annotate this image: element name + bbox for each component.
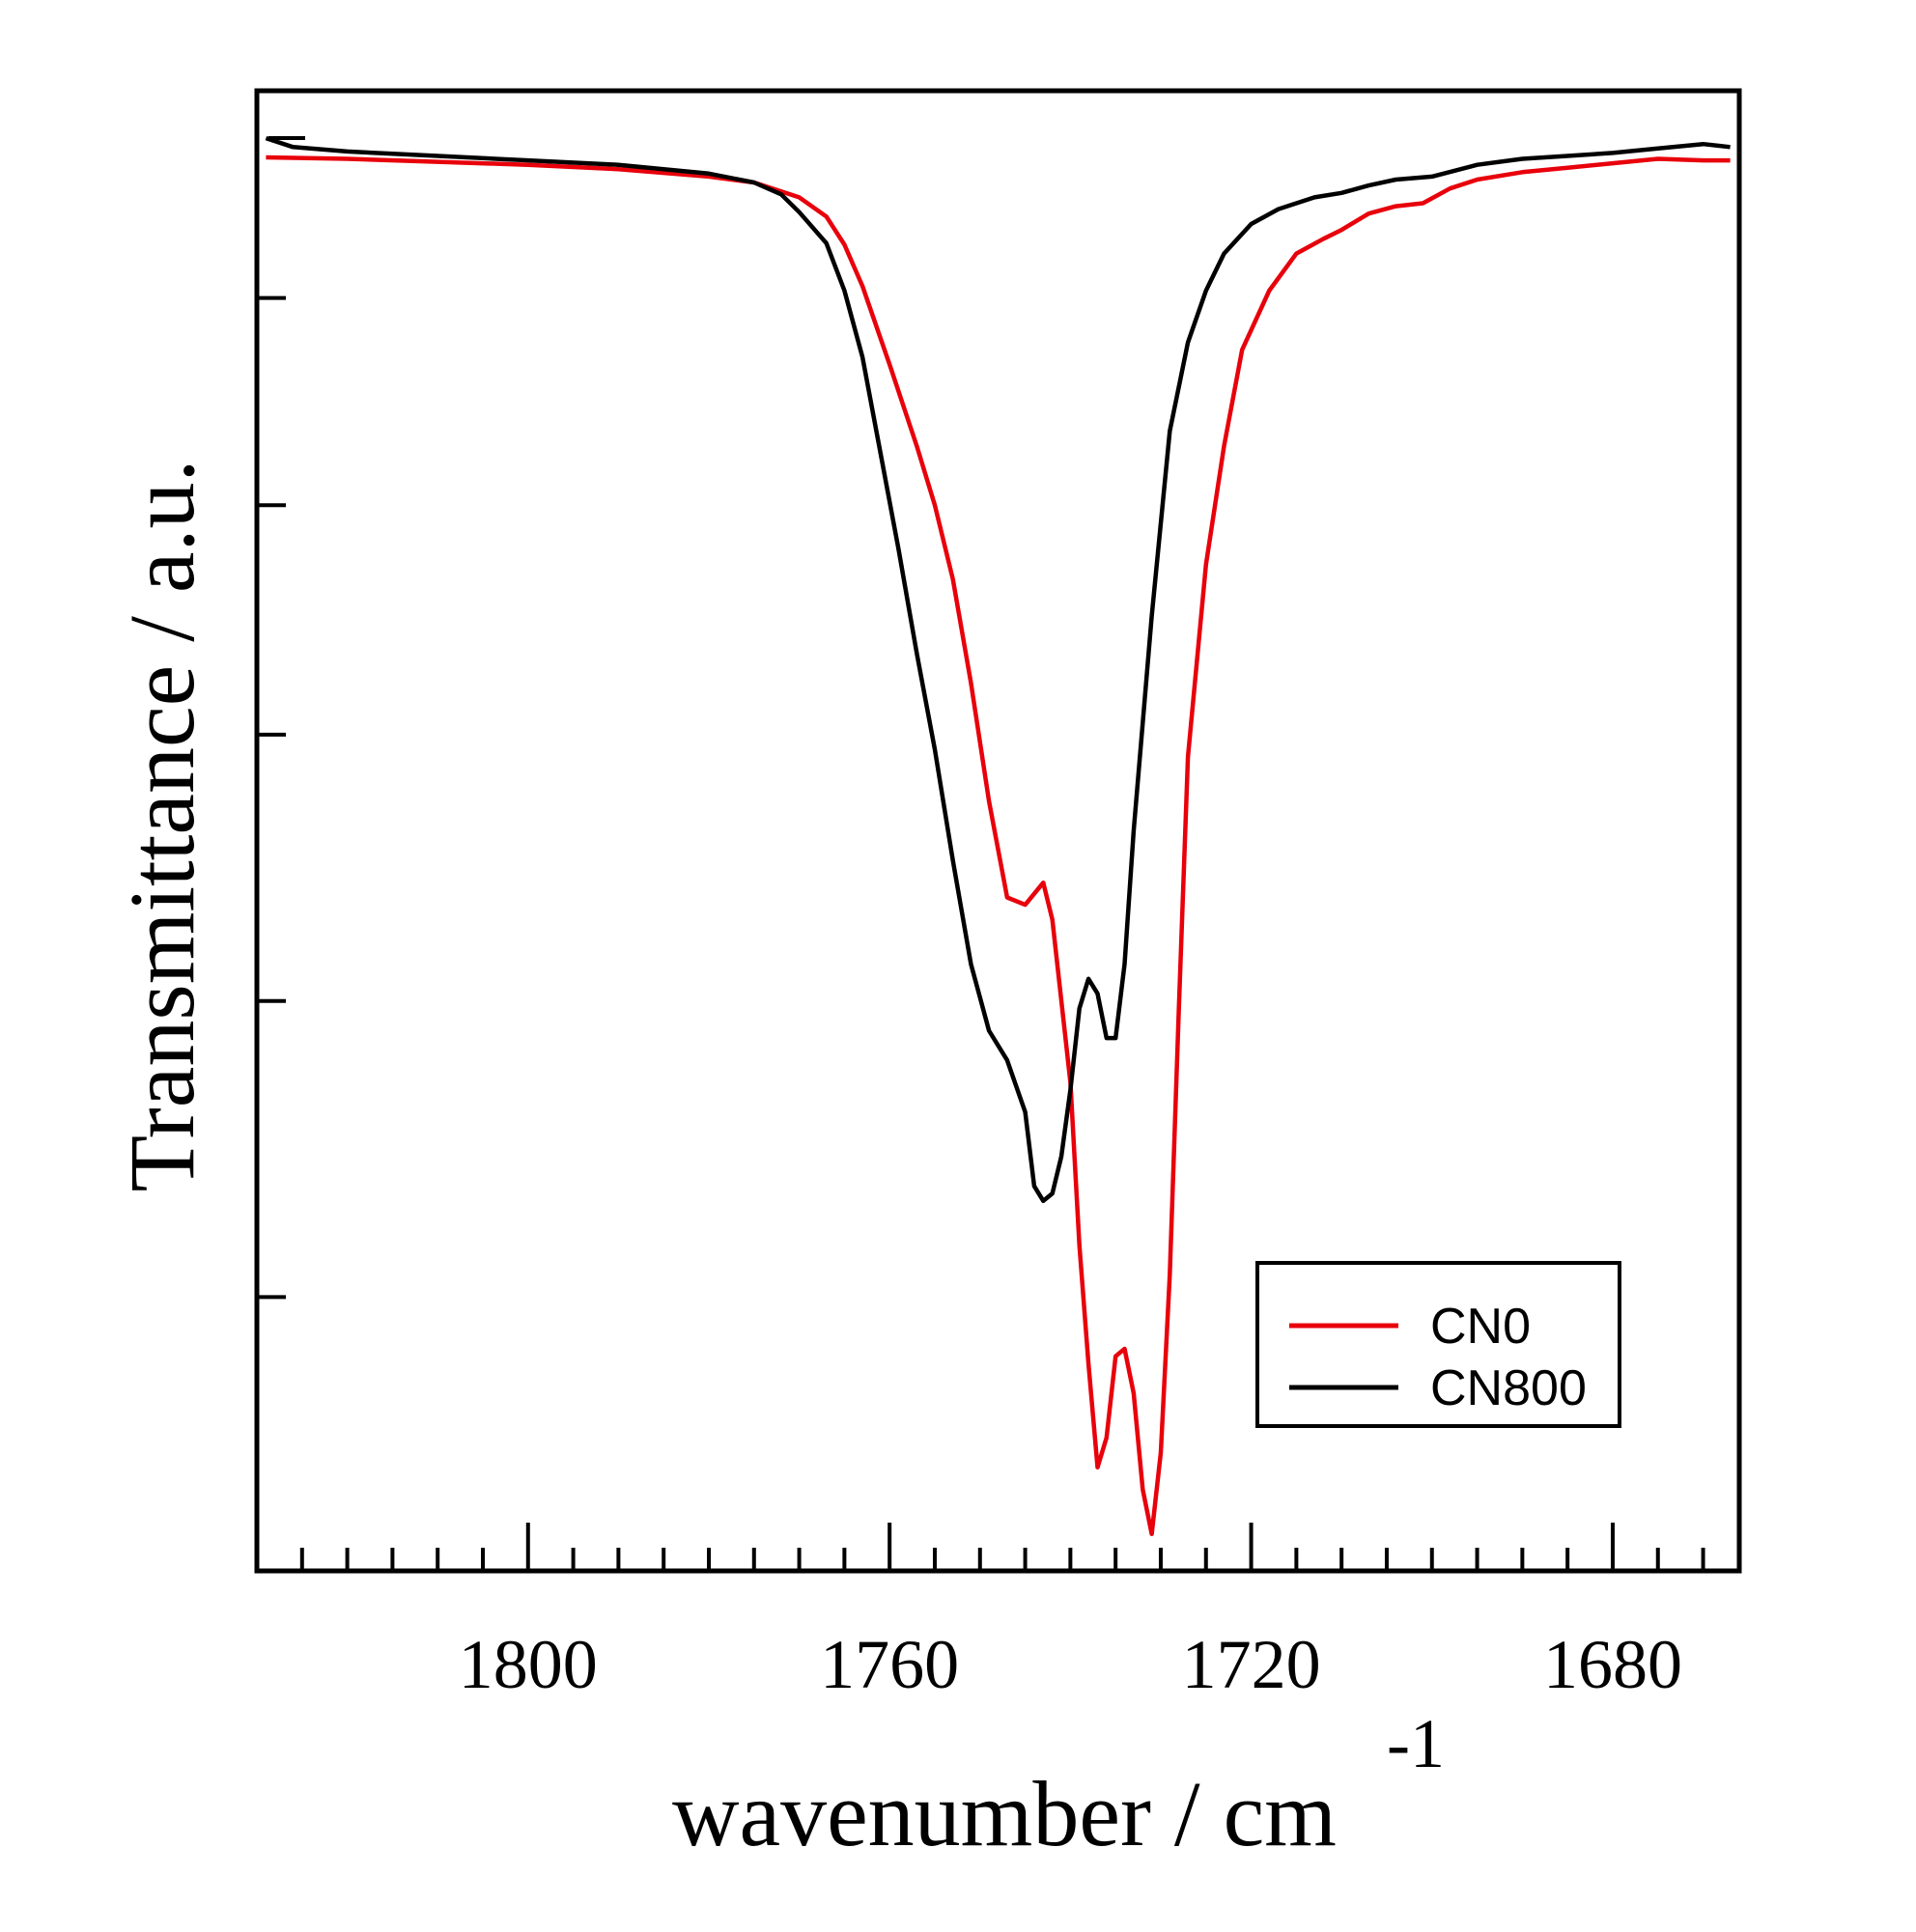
legend-box: [1255, 1261, 1621, 1428]
tick-labels: 1800 1760 1720 1680: [459, 1626, 1682, 1703]
series-layer: [265, 135, 1731, 1536]
plot-frame: [254, 88, 1742, 1574]
series-line-cn800: [265, 135, 1731, 1204]
y-axis-title: Transmittance / a.u.: [110, 460, 213, 1192]
x-axis-title-text: wavenumber / cm: [672, 1762, 1337, 1865]
series-line-cn0: [266, 154, 1731, 1536]
legend-label-cn0: CN0: [1430, 1299, 1531, 1355]
x-axis-title: wavenumber / cm: [672, 1762, 1337, 1865]
axis-ticks: [257, 136, 1705, 1571]
x-tick-label: 1680: [1543, 1626, 1682, 1703]
x-tick-label: 1800: [459, 1626, 598, 1703]
x-tick-label: 1720: [1182, 1626, 1321, 1703]
x-tick-label: 1760: [820, 1626, 959, 1703]
x-axis-title-superscript: -1: [1387, 1705, 1445, 1782]
legend-label-cn800: CN800: [1430, 1360, 1587, 1416]
legend: CN0 CN800: [1255, 1261, 1621, 1428]
